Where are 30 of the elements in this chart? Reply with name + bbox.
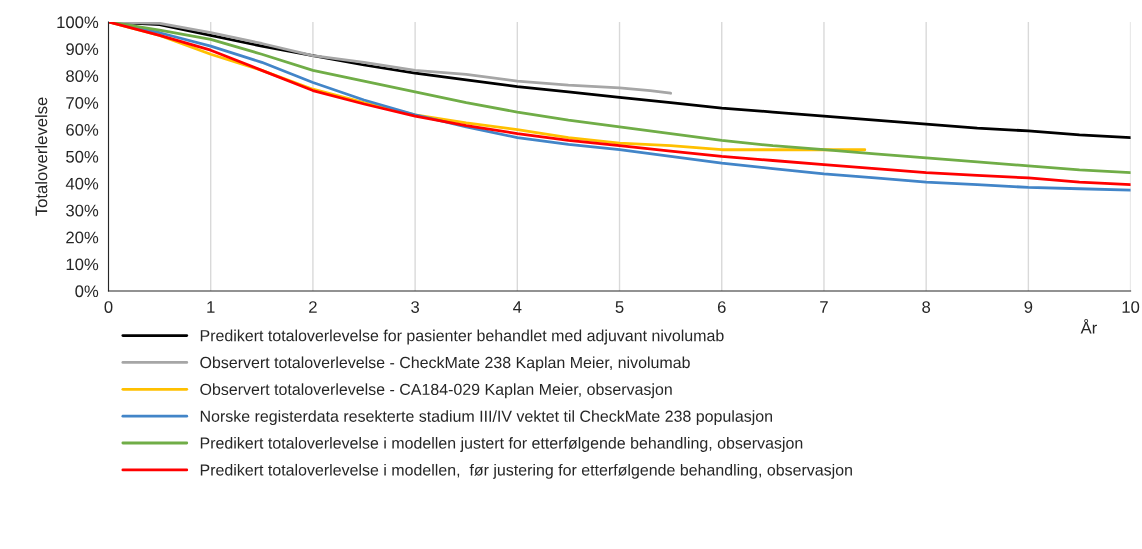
x-tick-label: 7 (820, 301, 828, 313)
y-tick-label: 20% (66, 231, 99, 244)
x-tick-label: 1 (207, 301, 215, 313)
y-tick-label: 90% (66, 43, 99, 56)
y-axis-title: Totaloverlevelse (35, 97, 48, 216)
legend-label: Observert totaloverlevelse - CA184-029 Kaplan Meier, observasjon (200, 383, 672, 399)
x-tick-label: 4 (513, 301, 522, 313)
y-tick-label: 10% (66, 258, 99, 271)
x-tick-label: 0 (104, 301, 113, 313)
x-tick-label: 3 (411, 301, 420, 313)
y-tick-label: 70% (66, 97, 99, 109)
legend-label: Norske registerdata resekterte stadium III/IV vektet til CheckMate 238 populasjon (200, 410, 772, 426)
legend-label: Predikert totaloverlevelse i modellen, før justering for etterfølgende behandling, observasjon (200, 463, 852, 479)
y-tick-label: 50% (66, 150, 99, 163)
y-tick-label: 40% (65, 177, 99, 190)
y-tick-label: 30% (66, 204, 99, 217)
x-tick-label: 8 (922, 301, 931, 313)
y-tick-label: 100% (57, 16, 99, 29)
y-tick-label: 60% (66, 123, 99, 136)
x-tick-label: 9 (1024, 301, 1033, 313)
legend-label: Predikert totaloverlevelse i modellen justert for etterfølgende behandling, observasjon (200, 437, 803, 452)
x-tick-label: 2 (309, 301, 317, 313)
y-tick-label: 80% (66, 70, 99, 82)
x-tick-label: 10 (1122, 301, 1140, 313)
legend-label: Predikert totaloverlevelse for pasienter behandlet med adjuvant nivolumab (200, 329, 724, 345)
x-axis-title: År (1080, 319, 1097, 334)
x-tick-label: 5 (615, 301, 624, 313)
y-tick-label: 0% (75, 285, 99, 298)
legend-label: Observert totaloverlevelse - CheckMate 238 Kaplan Meier, nivolumab (200, 356, 690, 372)
x-tick-label: 6 (717, 301, 726, 313)
